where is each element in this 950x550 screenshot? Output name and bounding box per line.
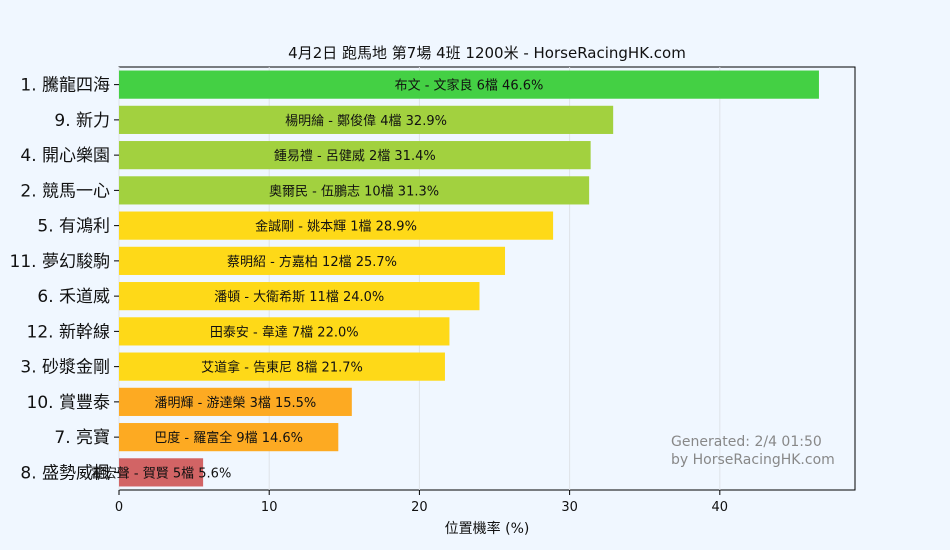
y-tick-label: 11. 夢幻駿駒 [10, 252, 110, 272]
bar [119, 211, 554, 240]
y-tick-label: 8. 盛勢威楓 [20, 463, 110, 483]
bar-data-label: 布文 - 文家良 6檔 46.6% [395, 78, 544, 94]
bar [119, 246, 506, 275]
bar [119, 70, 819, 99]
bar [119, 352, 445, 381]
y-tick-label: 12. 新幹線 [27, 321, 110, 342]
bar-data-label: 巴度 - 羅富全 9檔 14.6% [154, 430, 303, 446]
y-tick-label: 5. 有鴻利 [37, 217, 110, 237]
bar [119, 387, 352, 416]
x-tick-labels: 0 10 20 30 40 [115, 490, 728, 515]
bar-data-label: 霍宏聲 - 賀賢 5檔 5.6% [91, 465, 232, 481]
x-tick-label: 20 [411, 500, 428, 515]
bar-data-label: 奧爾民 - 伍鵬志 10檔 31.3% [269, 184, 439, 199]
y-tick-label: 3. 砂漿金剛 [20, 358, 110, 378]
y-tick-label: 10. 賞豐泰 [27, 393, 110, 413]
bar-data-label: 楊明綸 - 鄭俊偉 4檔 32.9% [285, 113, 447, 129]
plot-area [118, 66, 856, 491]
bars: 布文 - 文家良 6檔 46.6% 楊明綸 - 鄭俊偉 4檔 32.9% 鍾易禮 -… [91, 70, 819, 487]
bar-data-label: 潘明輝 - 游達榮 3檔 15.5% [155, 396, 317, 411]
x-tick-label: 30 [561, 500, 578, 515]
bar [119, 105, 614, 134]
x-axis-label: 位置機率 (%) [445, 520, 530, 537]
x-tick-label: 10 [261, 500, 278, 515]
chart-title: 4月2日 跑馬地 第7場 4班 1200米 - HorseRacingHK.co… [288, 44, 686, 62]
bar [119, 176, 590, 205]
bar [119, 282, 480, 311]
bar [119, 423, 339, 452]
annotation-line-2: by HorseRacingHK.com [671, 452, 835, 468]
y-tick-label: 4. 開心樂園 [20, 146, 110, 166]
y-tick-label: 7. 亮寶 [54, 427, 110, 448]
y-tick-labels: 1. 騰龍四海 9. 新力 4. 開心樂園 2. 競馬一心 5. 有鴻利 11. 夢幻駿駒… [10, 76, 119, 483]
x-tick-label: 0 [115, 500, 123, 515]
y-tick-label: 6. 禾道威 [37, 287, 110, 307]
bar [119, 317, 450, 346]
y-tick-label: 2. 競馬一心 [20, 181, 110, 201]
bar [119, 141, 591, 170]
bar-data-label: 艾道拿 - 告東尼 8檔 21.7% [201, 360, 363, 376]
bar-data-label: 田泰安 - 韋達 7檔 22.0% [210, 325, 359, 340]
bar-data-label: 潘頓 - 大衛希斯 11檔 24.0% [214, 290, 384, 305]
bar-data-label: 金誠剛 - 姚本輝 1檔 28.9% [255, 219, 417, 235]
y-tick-label: 1. 騰龍四海 [20, 76, 110, 96]
grid-lines [118, 67, 721, 490]
y-tick-label: 9. 新力 [54, 111, 110, 131]
bar-data-label: 蔡明紹 - 方嘉柏 12檔 25.7% [227, 254, 397, 270]
bar [119, 458, 204, 487]
x-tick-label: 40 [712, 500, 729, 515]
bar-data-label: 鍾易禮 - 呂健威 2檔 31.4% [274, 149, 436, 164]
annotation-line-1: Generated: 2/4 01:50 [671, 434, 822, 450]
